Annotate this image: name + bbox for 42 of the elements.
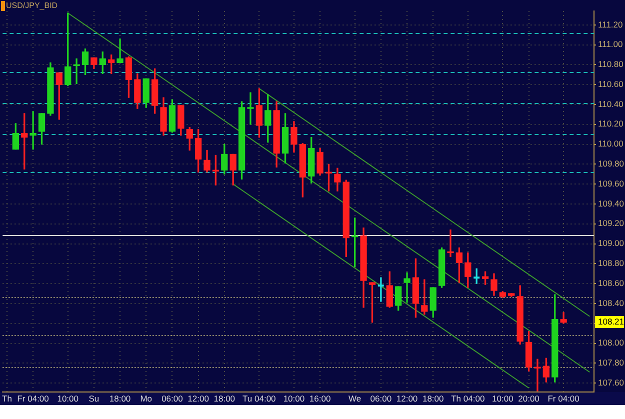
x-tick-label: Th 04:00 <box>451 393 485 404</box>
x-tick-label: Fr 04:00 <box>17 393 50 404</box>
x-tick-label: 12:00 <box>396 393 418 404</box>
y-tick-label: 109.20 <box>598 218 624 228</box>
y-tick-label: 110.40 <box>598 98 624 109</box>
x-tick-label: 18:00 <box>109 393 131 404</box>
x-tick-label: Tu 04:00 <box>242 393 276 404</box>
y-tick-label: 110.20 <box>598 118 624 129</box>
candlestick <box>378 277 384 302</box>
y-tick-label: 110.00 <box>598 138 624 149</box>
x-tick-label: Th <box>2 393 12 404</box>
y-tick-label: 108.80 <box>598 258 624 268</box>
x-tick-label: 06:00 <box>162 393 184 404</box>
chart-title: USD/JPY_BID <box>6 1 58 11</box>
y-tick-label: 110.80 <box>598 59 624 70</box>
y-tick-label: 109.00 <box>598 238 624 248</box>
y-tick-label: 108.00 <box>598 338 624 348</box>
x-tick-label: Mo <box>140 393 152 404</box>
candlestick <box>247 92 254 125</box>
x-tick-label: Su <box>88 393 100 404</box>
x-tick-label: Fr 04:00 <box>548 393 580 404</box>
y-tick-label: 109.60 <box>598 178 624 188</box>
y-tick-label: 111.00 <box>598 39 624 50</box>
y-tick-label: 108.60 <box>598 278 624 288</box>
y-tick-label: 109.80 <box>598 158 624 169</box>
y-tick-label: 107.60 <box>598 377 624 388</box>
x-tick-label: 18:00 <box>422 393 444 404</box>
y-tick-label: 107.80 <box>598 357 624 368</box>
x-tick-label: 18:00 <box>214 393 236 404</box>
y-tick-label: 110.60 <box>598 78 624 89</box>
y-tick-label: 108.40 <box>598 298 624 308</box>
x-tick-label: 10:00 <box>283 393 305 404</box>
x-tick-label: 10:00 <box>492 393 514 404</box>
annotation: 108.21 <box>598 316 624 326</box>
x-tick-label: 06:00 <box>370 393 392 404</box>
x-tick-label: 16:00 <box>309 393 331 404</box>
y-tick-label: 111.20 <box>598 19 624 30</box>
x-tick-label: 12:00 <box>188 393 210 404</box>
x-tick-label: We <box>348 393 362 404</box>
x-tick-label: 10:00 <box>57 393 79 404</box>
y-tick-label: 109.40 <box>598 198 624 208</box>
x-tick-label: 20:00 <box>518 393 540 404</box>
